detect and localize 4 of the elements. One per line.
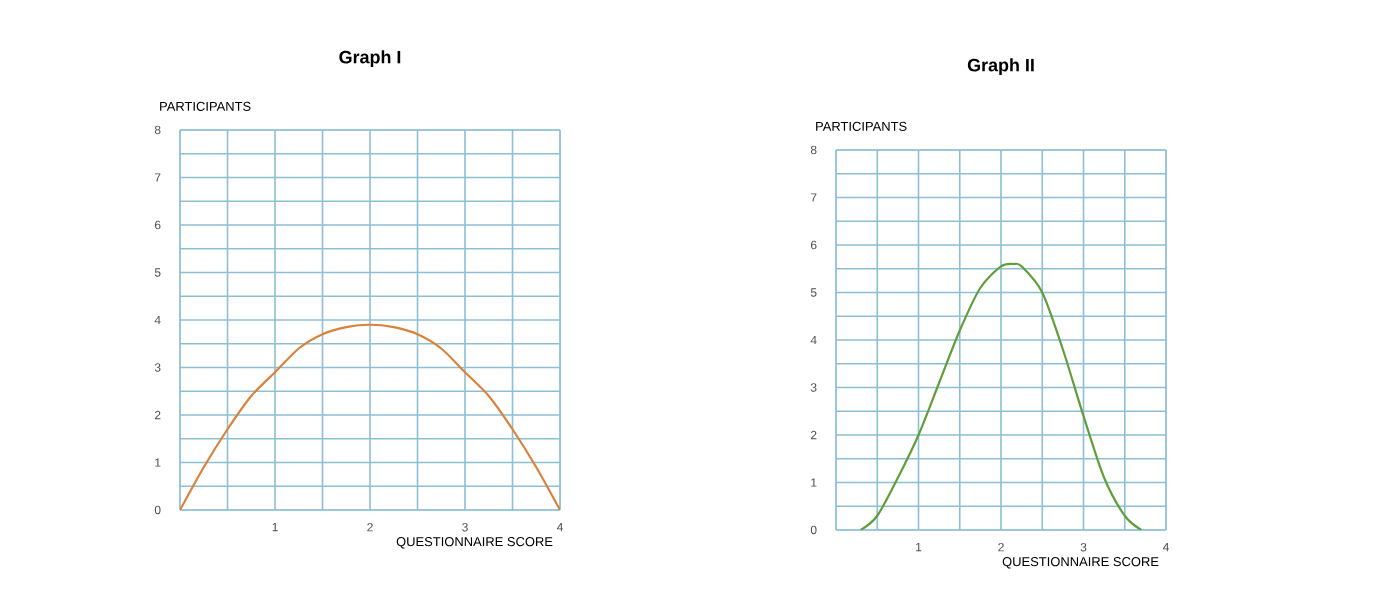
chart-title: Graph I xyxy=(339,50,401,67)
line-series xyxy=(180,323,561,510)
line-series xyxy=(859,262,1143,530)
chart-title: Graph II xyxy=(967,58,1034,75)
